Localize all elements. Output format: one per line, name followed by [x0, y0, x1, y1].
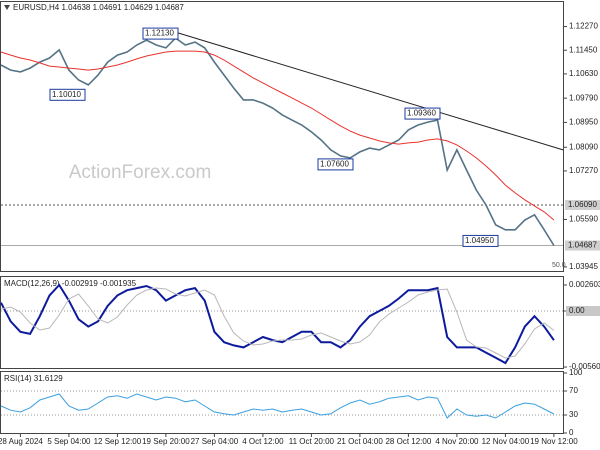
x-tick-label: 28 Aug 2024 — [0, 437, 43, 446]
series-line — [0, 283, 555, 365]
y-tick-label: 100 — [569, 368, 583, 377]
macd-panel — [0, 276, 564, 369]
series-line — [0, 393, 555, 419]
x-tick-label: 19 Sep 20:00 — [142, 437, 190, 446]
series-line — [0, 287, 555, 359]
level-box — [565, 200, 600, 211]
main-title: EURUSD,H4 1.04638 1.04691 1.04629 1.0468… — [13, 3, 184, 12]
y-tick-label: 1.11450 — [569, 45, 598, 54]
rsi-title: RSI(14) 31.6129 — [4, 374, 63, 383]
x-tick-label: 21 Oct 04:00 — [337, 437, 383, 446]
y-tick-label: 1.08950 — [569, 118, 598, 127]
last-price-box — [565, 240, 600, 251]
y-tick-label: 1.10630 — [569, 69, 598, 78]
watermark: ActionForex.com — [69, 162, 212, 183]
x-tick-label: 27 Sep 04:00 — [191, 437, 239, 446]
last-price-label: 1.04687 — [568, 241, 597, 250]
x-tick-label: 4 Oct 12:00 — [242, 437, 284, 446]
title-icon — [4, 5, 10, 10]
x-tick-label: 4 Nov 20:00 — [435, 437, 479, 446]
x-tick-label: 12 Nov 04:00 — [482, 437, 530, 446]
x-tick-label: 12 Sep 12:00 — [94, 437, 142, 446]
trendline — [174, 31, 564, 151]
rsi-panel — [0, 371, 564, 434]
annotation-label: 1.04950 — [465, 236, 494, 245]
level-label: 1.06090 — [568, 200, 597, 209]
x-tick-label: 5 Sep 04:00 — [47, 437, 91, 446]
series-line — [0, 37, 555, 246]
annotation-label: 1.10010 — [52, 90, 81, 99]
y-tick-label: 70 — [569, 386, 578, 395]
annotation-box — [404, 107, 441, 120]
annotation-label: 1.12130 — [145, 29, 174, 38]
x-tick-label: 19 Nov 12:00 — [530, 437, 578, 446]
annotation-box — [49, 88, 86, 101]
y-tick-label: 30 — [569, 410, 578, 419]
x-tick-label: 11 Oct 20:00 — [289, 437, 335, 446]
annotation-box — [317, 158, 354, 171]
y-tick-label: 1.05590 — [569, 215, 598, 224]
tick-label-box — [566, 306, 600, 316]
y-tick-label: 1.03945 — [569, 262, 598, 271]
y-tick-label: 1.09790 — [569, 93, 598, 102]
annotation-label: 1.09360 — [407, 109, 436, 118]
main-panel — [0, 1, 564, 272]
macd-title: MACD(12,26,9) -0.002919 -0.001935 — [4, 279, 137, 288]
y-tick-label: 1.08090 — [569, 142, 598, 151]
series-line — [0, 50, 555, 221]
y-tick-label: 1.07270 — [569, 166, 598, 175]
y-tick-label: -0.005604 — [569, 362, 600, 371]
y-tick-label: 0.00 — [569, 306, 585, 315]
x-tick-label: 28 Oct 12:00 — [385, 437, 431, 446]
annotation-box — [462, 234, 499, 247]
annotation-box — [142, 27, 179, 40]
y-tick-label: 1.12270 — [569, 22, 598, 31]
y-tick-label: 0.002603 — [569, 280, 600, 289]
y-tick-label: 0 — [569, 428, 574, 437]
annotation-label: 1.07600 — [320, 160, 349, 169]
fib-label: 50.0 — [552, 262, 566, 269]
